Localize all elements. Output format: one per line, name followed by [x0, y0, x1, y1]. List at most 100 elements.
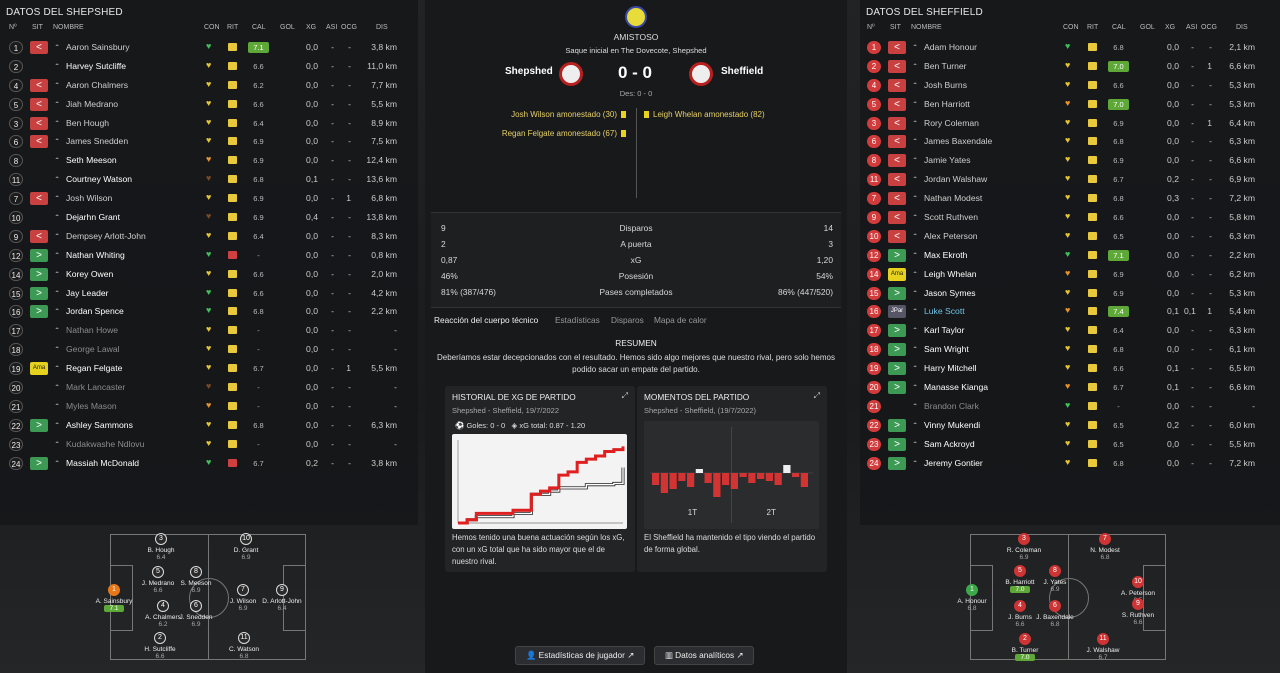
player-name[interactable]: Aaron Chalmers [66, 79, 129, 90]
player-name[interactable]: Brandon Clark [924, 400, 979, 411]
player-row[interactable]: 4 < ◓ Aaron Chalmers ♥ 6.2 0,0 - - 7,7 km [0, 76, 418, 95]
player-name[interactable]: James Baxendale [924, 136, 993, 147]
player-row[interactable]: 17 ◓ Nathan Howe ♥ - 0,0 - - - [0, 321, 418, 340]
formation-player[interactable]: 9 D. Arlott-John 6.4 [252, 584, 312, 612]
player-name[interactable]: Dempsey Arlott-John [66, 230, 146, 241]
player-row[interactable]: 23 > ◓ Sam Ackroyd ♥ 6.5 0,0 - - 5,5 km [860, 435, 1280, 454]
player-row[interactable]: 19 > ◓ Harry Mitchell ♥ 6.6 0,1 - - 6,5 km [860, 359, 1280, 378]
col-sit[interactable]: SIT [32, 24, 43, 31]
home-team-name[interactable]: Shepshed [505, 66, 553, 77]
player-name[interactable]: Korey Owen [66, 268, 114, 279]
tab-heatmap[interactable]: Mapa de calor [654, 315, 707, 325]
col-no[interactable]: Nº [9, 24, 17, 31]
player-name[interactable]: Sam Ackroyd [924, 438, 975, 449]
formation-player[interactable]: 2 H. Sutcliffe 6.6 [130, 632, 190, 660]
formation-player[interactable]: 3 R. Coleman 6.9 [994, 533, 1054, 561]
player-name[interactable]: Leigh Whelan [924, 268, 977, 279]
formation-player[interactable]: 8 S. Meeson 6.9 [166, 566, 226, 594]
player-name[interactable]: Jamie Yates [924, 155, 971, 166]
formation-player[interactable]: 5 J. Medrano 6.6 [128, 566, 188, 594]
player-row[interactable]: 18 > ◓ Sam Wright ♥ 6.8 0,0 - - 6,1 km [860, 340, 1280, 359]
formation-player[interactable]: 1 A. Honour 6.8 [942, 584, 1002, 612]
player-row[interactable]: 19 Ama ◓ Regan Felgate ♥ 6.7 0,0 - 1 5,5 km [0, 359, 418, 378]
player-row[interactable]: 7 < ◓ Josh Wilson ♥ 6.9 0,0 - 1 6,8 km [0, 189, 418, 208]
formation-player[interactable]: 10 D. Grant 6.9 [216, 533, 276, 561]
col-gol[interactable]: GOL [1140, 24, 1155, 31]
col-xg[interactable]: XG [1165, 24, 1176, 31]
player-name[interactable]: Jeremy Gontier [924, 457, 983, 468]
player-name[interactable]: Jordan Walshaw [924, 174, 988, 185]
player-row[interactable]: 20 ◓ Mark Lancaster ♥ - 0,0 - - - [0, 378, 418, 397]
col-ocg[interactable]: OCG [341, 24, 357, 31]
player-name[interactable]: Dejarhn Grant [66, 212, 120, 223]
formation-player[interactable]: 10A. Peterson6.5 [1108, 576, 1168, 604]
player-row[interactable]: 10 ◓ Dejarhn Grant ♥ 6.9 0,4 - - 13,8 km [0, 208, 418, 227]
player-name[interactable]: Harry Mitchell [924, 363, 977, 374]
player-name[interactable]: Ben Harriott [924, 98, 970, 109]
player-row[interactable]: 20 > ◓ Manasse Kianga ♥ 6.7 0,1 - - 6,6 km [860, 378, 1280, 397]
away-team-name[interactable]: Sheffield [721, 66, 764, 77]
player-name[interactable]: Myles Mason [66, 400, 117, 411]
col-ocg[interactable]: OCG [1201, 24, 1217, 31]
player-row[interactable]: 4 < ◓ Josh Burns ♥ 6.6 0,0 - - 5,3 km [860, 76, 1280, 95]
formation-player[interactable]: 11 C. Watson 6.8 [214, 632, 274, 660]
player-row[interactable]: 9 < ◓ Scott Ruthven ♥ 6.6 0,0 - - 5,8 km [860, 208, 1280, 227]
player-row[interactable]: 14 > ◓ Korey Owen ♥ 6.6 0,0 - - 2,0 km [0, 265, 418, 284]
match-moments-card[interactable]: MOMENTOS DEL PARTIDO ⤢ Shepshed - Sheffi… [637, 386, 827, 572]
player-row[interactable]: 24 > ◓ Jeremy Gontier ♥ 6.8 0,0 - - 7,2 km [860, 454, 1280, 473]
formation-player[interactable]: 9 S. Ruthven 6.6 [1108, 598, 1168, 626]
home-crest-icon[interactable] [559, 62, 583, 86]
formation-player[interactable]: 1 A. Sainsbury 7.1 [84, 584, 144, 612]
formation-player[interactable]: 3 B. Hough 6.4 [131, 533, 191, 561]
player-name[interactable]: Karl Taylor [924, 325, 965, 336]
player-row[interactable]: 12 > ◓ Nathan Whiting ♥ - 0,0 - - 0,8 km [0, 246, 418, 265]
player-name[interactable]: Ashley Sammons [66, 419, 133, 430]
col-no[interactable]: Nº [867, 24, 875, 31]
col-sit[interactable]: SIT [890, 24, 901, 31]
formation-player[interactable]: 4 J. Burns 6.6 [990, 600, 1050, 628]
player-row[interactable]: 16 JPar ◓ Luke Scott ♥ 7.4 0,1 0,1 1 5,4 km [860, 302, 1280, 321]
player-name[interactable]: Nathan Whiting [66, 249, 125, 260]
formation-player[interactable]: 7 J. Wilson 6.9 [213, 584, 273, 612]
col-name[interactable]: NOMBRE [53, 24, 84, 31]
player-name[interactable]: Mark Lancaster [66, 382, 126, 393]
col-gol[interactable]: GOL [280, 24, 295, 31]
player-name[interactable]: George Lawal [66, 344, 120, 355]
player-row[interactable]: 2 ◓ Harvey Sutcliffe ♥ 6.6 0,0 - - 11,0 km [0, 57, 418, 76]
player-name[interactable]: Rory Coleman [924, 117, 979, 128]
col-dis[interactable]: DIS [1236, 24, 1248, 31]
player-row[interactable]: 15 > ◓ Jay Leader ♥ 6.6 0,0 - - 4,2 km [0, 284, 418, 303]
player-name[interactable]: Adam Honour [924, 42, 978, 52]
player-row[interactable]: 9 < ◓ Dempsey Arlott-John ♥ 6.4 0,0 - - 8,3 km [0, 227, 418, 246]
formation-player[interactable]: 8 J. Yates 6.9 [1025, 565, 1085, 593]
player-row[interactable]: 8 < ◓ Jamie Yates ♥ 6.9 0,0 - - 6,6 km [860, 151, 1280, 170]
player-name[interactable]: Ben Hough [66, 117, 110, 128]
player-row[interactable]: 1 < ◓ Aaron Sainsbury ♥ 7.1 0,0 - - 3,8 km [0, 38, 418, 57]
player-row[interactable]: 17 > ◓ Karl Taylor ♥ 6.4 0,0 - - 6,3 km [860, 321, 1280, 340]
player-row[interactable]: 16 > ◓ Jordan Spence ♥ 6.8 0,0 - - 2,2 km [0, 302, 418, 321]
player-name[interactable]: Massiah McDonald [66, 457, 140, 468]
player-name[interactable]: Nathan Howe [66, 325, 119, 336]
player-row[interactable]: 7 < ◓ Nathan Modest ♥ 6.8 0,3 - - 7,2 km [860, 189, 1280, 208]
player-name[interactable]: Regan Felgate [66, 363, 123, 374]
formation-player[interactable]: 6 J. Snedden 6.9 [166, 600, 226, 628]
player-row[interactable]: 21 ◓ Brandon Clark ♥ - 0,0 - - - [860, 397, 1280, 416]
player-row[interactable]: 12 > ◓ Max Ekroth ♥ 7.1 0,0 - - 2,2 km [860, 246, 1280, 265]
expand-icon[interactable]: ⤢ [813, 391, 820, 400]
player-name[interactable]: Jordan Spence [66, 306, 124, 317]
player-name[interactable]: Nathan Modest [924, 193, 983, 204]
player-row[interactable]: 1 < ◓ Adam Honour ♥ 6.8 0,0 - - 2,1 km [860, 38, 1280, 57]
player-name[interactable]: Seth Meeson [66, 155, 117, 166]
col-rit[interactable]: RIT [227, 24, 239, 31]
expand-icon[interactable]: ⤢ [621, 391, 628, 400]
player-name[interactable]: Jiah Medrano [66, 98, 119, 109]
player-name[interactable]: Scott Ruthven [924, 212, 978, 223]
player-name[interactable]: Josh Burns [924, 79, 967, 90]
player-row[interactable]: 6 < ◓ James Baxendale ♥ 6.8 0,0 - - 6,3 km [860, 132, 1280, 151]
player-name[interactable]: Jay Leader [66, 287, 109, 298]
player-row[interactable]: 3 < ◓ Ben Hough ♥ 6.4 0,0 - - 8,9 km [0, 114, 418, 133]
player-row[interactable]: 11 ◓ Courtney Watson ♥ 6.8 0,1 - - 13,6 km [0, 170, 418, 189]
col-rit[interactable]: RIT [1087, 24, 1099, 31]
player-name[interactable]: Luke Scott [924, 306, 965, 317]
player-row[interactable]: 10 < ◓ Alex Peterson ♥ 6.5 0,0 - - 6,3 km [860, 227, 1280, 246]
